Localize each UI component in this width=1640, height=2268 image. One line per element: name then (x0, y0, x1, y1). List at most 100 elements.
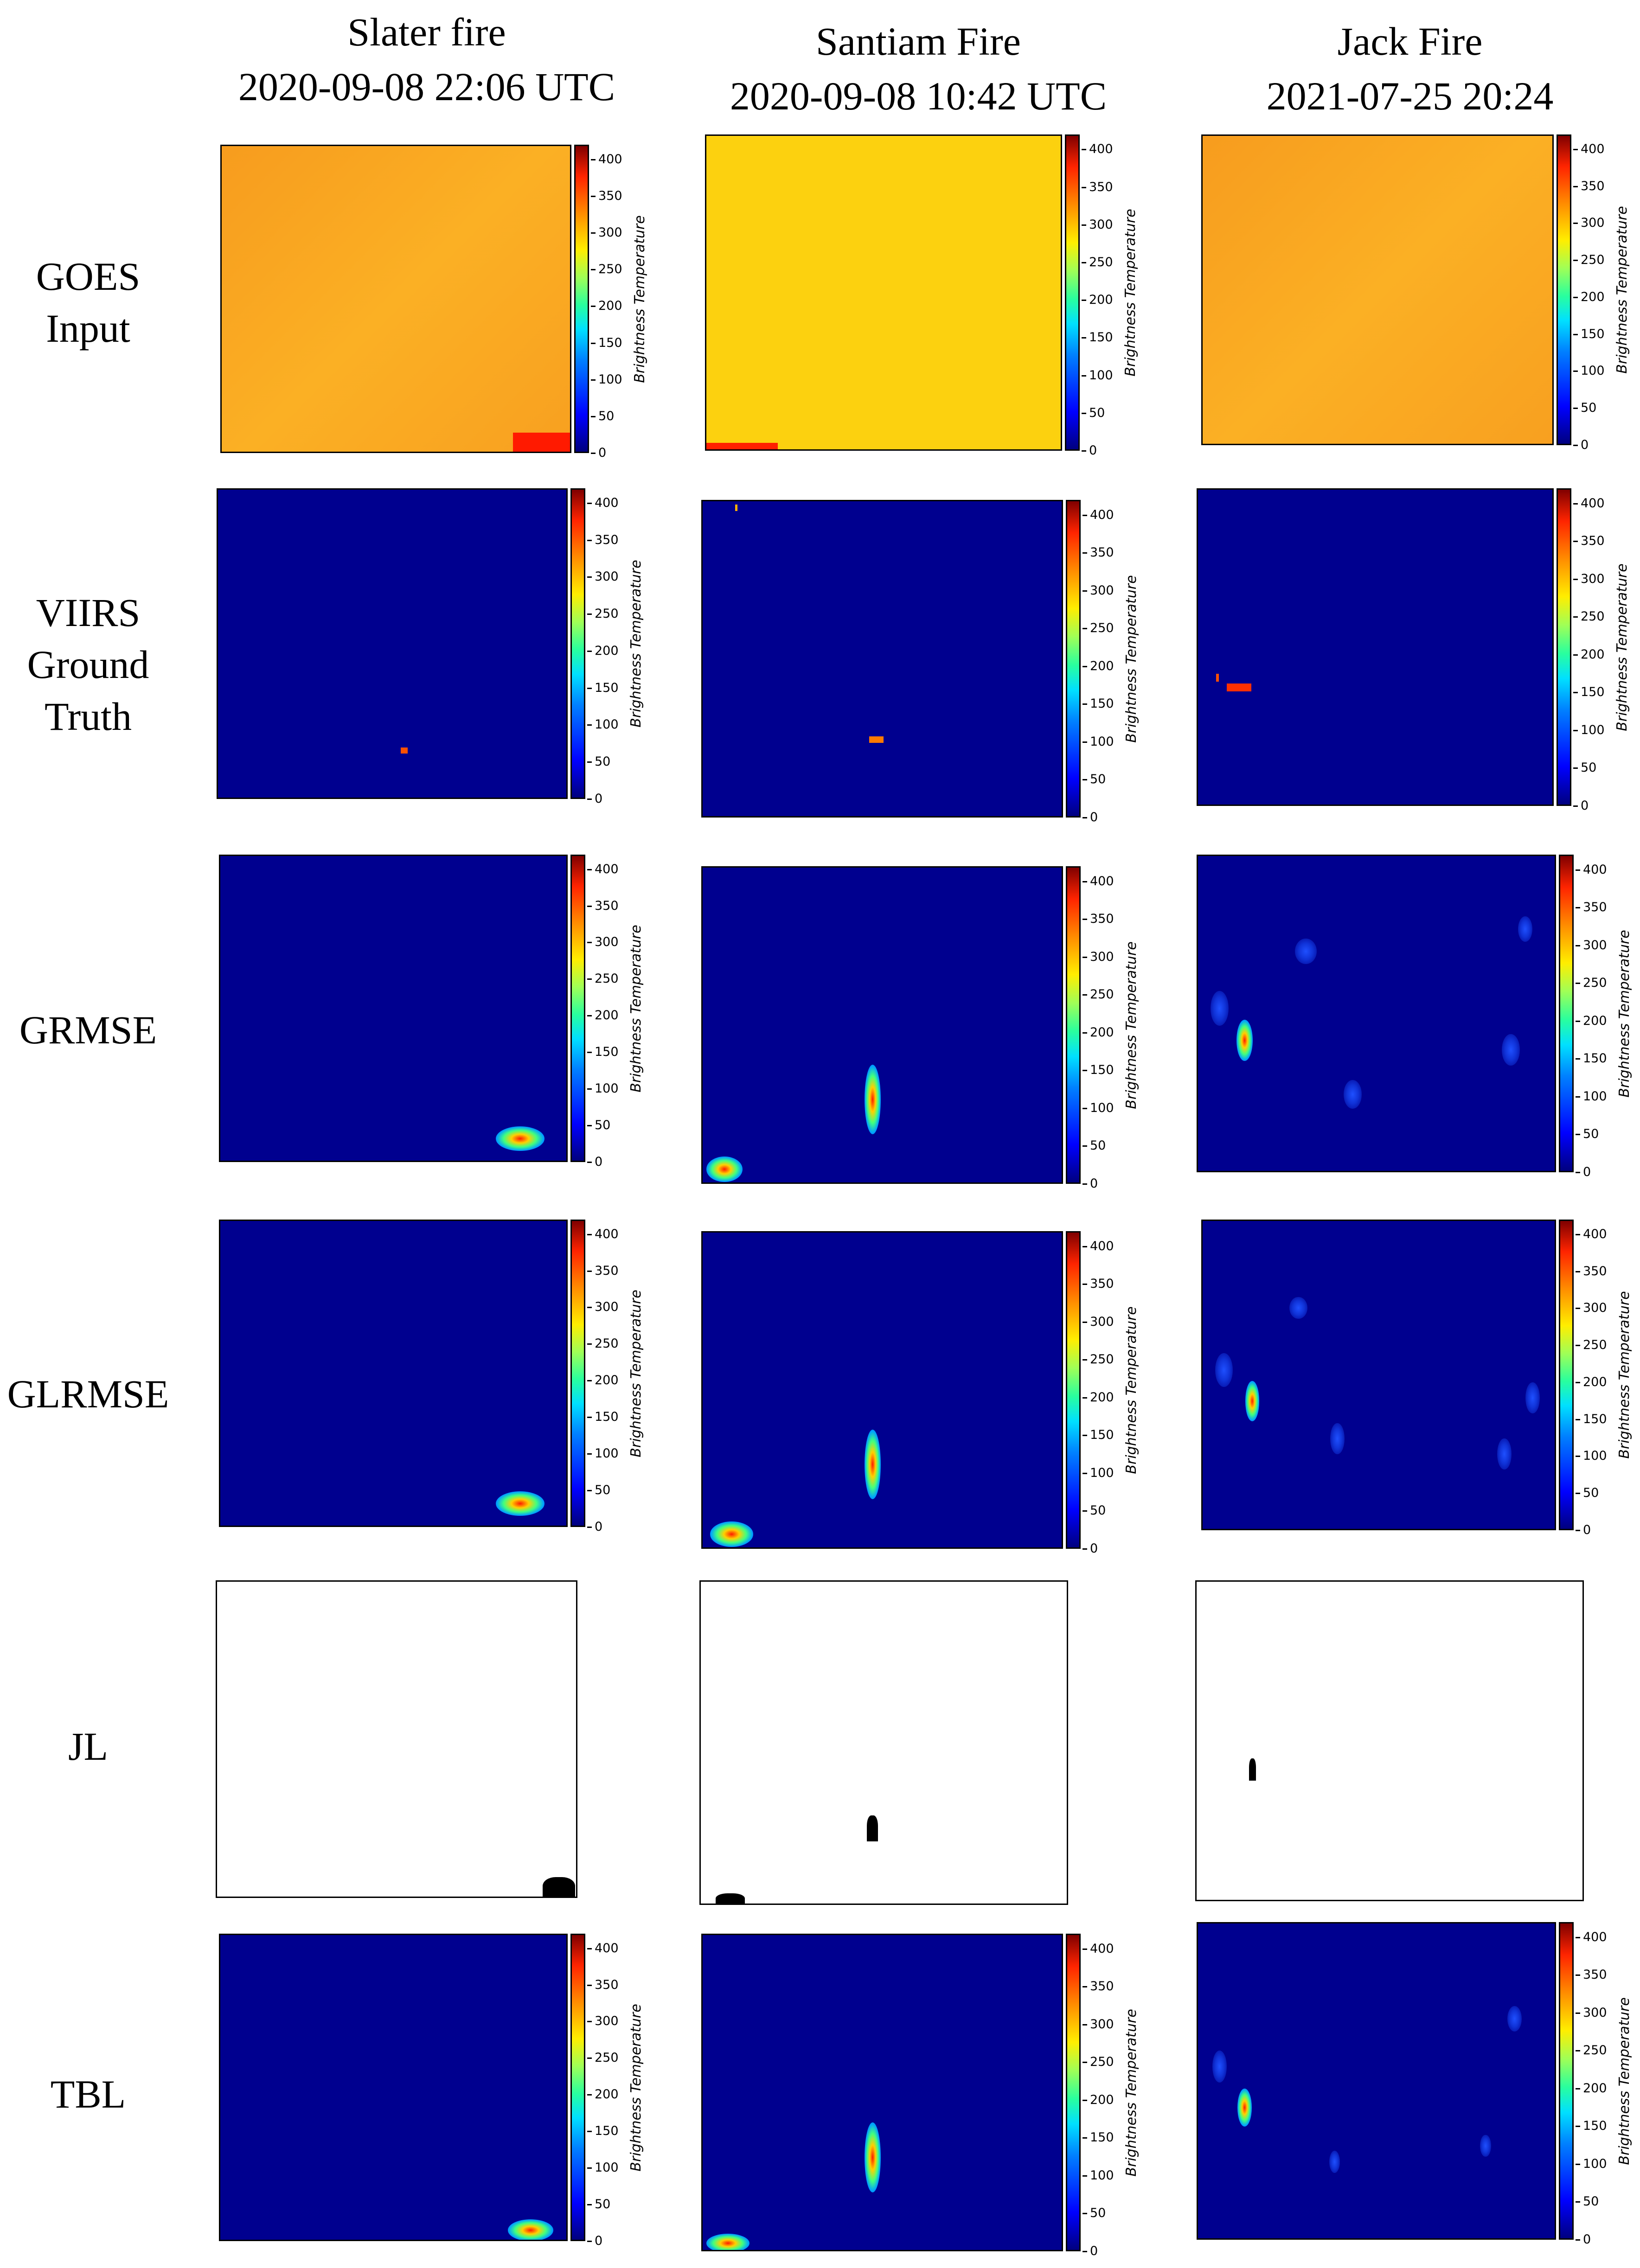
heatmap-glrmse-jack (1201, 1220, 1556, 1530)
colorbar-tick-label: 200 (1082, 293, 1113, 307)
colorbar-tick-label: 50 (590, 409, 615, 423)
colorbar-tick-label: 400 (587, 1941, 619, 1955)
colorbar-label: Brightness Temperature (1614, 206, 1630, 374)
colorbar-tick-label: 100 (1083, 734, 1114, 749)
colorbar-tick-label: 50 (1082, 772, 1106, 787)
heatmap-viirs-santiam (701, 500, 1063, 818)
column-title-time: 2021-07-25 20:24 (1266, 74, 1554, 118)
colorbar-tick-label: 100 (587, 717, 619, 732)
colorbar-tick-label: 400 (587, 862, 619, 876)
fire-pixel (513, 433, 570, 452)
colorbar (1066, 866, 1081, 1184)
column-title-name: Slater fire (347, 10, 506, 54)
colorbar-tick-label: 200 (1576, 1374, 1607, 1389)
colorbar-tick-label: 100 (1083, 1465, 1114, 1480)
faint-blob (1289, 1297, 1307, 1319)
colorbar-tick-label: 150 (587, 1410, 619, 1425)
fire-pixel (735, 504, 737, 511)
heatmap-goes-jack (1201, 134, 1554, 445)
colorbar-tick-label: 0 (1082, 1176, 1098, 1191)
column-title-time: 2020-09-08 22:06 UTC (238, 64, 615, 109)
colorbar-tick-label: 100 (1576, 1089, 1607, 1104)
fire-pixel (400, 747, 408, 754)
heatmap-grmse-santiam (701, 866, 1063, 1184)
heatmap-goes-slater (220, 145, 571, 453)
colorbar-tick-label: 400 (1576, 1227, 1607, 1241)
colorbar-tick-label: 250 (1083, 987, 1114, 1002)
colorbar-tick-label: 0 (1082, 1541, 1098, 1556)
faint-blob (1518, 916, 1532, 942)
colorbar-tick-label: 200 (1083, 1390, 1114, 1405)
colorbar-tick-label: 100 (1576, 1449, 1607, 1463)
hotspot-blob (1245, 1381, 1260, 1422)
colorbar-tick-label: 50 (1081, 405, 1105, 420)
faint-blob (1497, 1438, 1512, 1469)
colorbar-tick-label: 0 (587, 2234, 603, 2248)
colorbar-tick-label: 150 (587, 680, 619, 695)
colorbar-tick-label: 300 (587, 2014, 619, 2029)
colorbar-tick-label: 100 (1573, 722, 1605, 737)
colorbar-tick-label: 0 (1082, 2244, 1098, 2258)
heatmap-jl-jack (1195, 1580, 1584, 1901)
colorbar-tick-label: 100 (1576, 2156, 1607, 2171)
colorbar-label: Brightness Temperature (1123, 1306, 1140, 1474)
colorbar (1559, 1220, 1574, 1530)
colorbar-tick-label: 150 (591, 335, 622, 350)
colorbar-tick-label: 300 (1576, 2005, 1607, 2020)
colorbar-tick-label: 250 (591, 262, 622, 277)
colorbar-tick-label: 250 (587, 2051, 619, 2065)
colorbar-tick-label: 300 (1083, 2017, 1114, 2032)
colorbar-tick-label: 350 (1573, 179, 1605, 193)
colorbar-tick-label: 200 (1083, 658, 1114, 673)
colorbar-tick-label: 400 (1083, 507, 1114, 522)
colorbar-tick-label: 50 (1575, 1127, 1599, 1142)
colorbar-tick-label: 400 (587, 495, 619, 510)
row-label-viirs: VIIRS Ground Truth (27, 590, 149, 739)
colorbar (570, 1934, 585, 2241)
colorbar-tick-label: 250 (1576, 2043, 1607, 2058)
faint-blob (1295, 939, 1317, 964)
colorbar-tick-label: 400 (1083, 1941, 1114, 1956)
colorbar-tick-label: 200 (587, 1373, 619, 1388)
colorbar-tick-label: 350 (1083, 1277, 1114, 1291)
colorbar-tick-label: 150 (1083, 2130, 1114, 2145)
faint-blob (1525, 1382, 1540, 1414)
colorbar (1559, 855, 1574, 1172)
colorbar-tick-label: 350 (1573, 534, 1605, 549)
colorbar-tick-label: 100 (587, 1081, 619, 1096)
colorbar-label: Brightness Temperature (1123, 941, 1140, 1109)
row-label-grmse: GRMSE (19, 1008, 157, 1052)
colorbar-tick-label: 200 (1573, 289, 1605, 304)
colorbar (1065, 134, 1080, 451)
colorbar-tick-label: 250 (1576, 976, 1607, 990)
colorbar (1066, 500, 1081, 818)
colorbar-tick-label: 100 (1083, 1100, 1114, 1115)
colorbar (1066, 1934, 1081, 2251)
heatmap-viirs-slater (217, 488, 568, 799)
colorbar-tick-label: 50 (587, 1118, 611, 1133)
hotspot-blob (1236, 1019, 1253, 1061)
column-title-santiam: Santiam Fire 2020-09-08 10:42 UTC (686, 14, 1150, 123)
colorbar-tick-label: 400 (1576, 862, 1607, 877)
colorbar-tick-label: 250 (587, 1336, 619, 1351)
colorbar (1066, 1231, 1081, 1549)
colorbar-tick-label: 150 (1573, 685, 1605, 700)
colorbar-tick-label: 100 (1082, 368, 1113, 383)
colorbar-tick-label: 50 (1573, 760, 1597, 775)
colorbar-tick-label: 50 (587, 1483, 611, 1498)
colorbar-tick-label: 300 (587, 569, 619, 584)
colorbar-tick-label: 0 (1575, 1165, 1591, 1179)
colorbar (570, 855, 585, 1162)
colorbar-tick-label: 200 (1576, 1013, 1607, 1028)
column-title-name: Santiam Fire (816, 19, 1021, 64)
colorbar (1559, 1922, 1574, 2240)
hotspot-blob (496, 1491, 545, 1516)
colorbar (1557, 134, 1571, 445)
colorbar-tick-label: 400 (1083, 1239, 1114, 1253)
colorbar-tick-label: 350 (587, 1977, 619, 1992)
colorbar-tick-label: 150 (1573, 326, 1605, 341)
colorbar-tick-label: 200 (1573, 647, 1605, 662)
colorbar-tick-label: 0 (590, 446, 607, 460)
colorbar-tick-label: 300 (1083, 1314, 1114, 1329)
fire-mask (715, 1893, 745, 1904)
